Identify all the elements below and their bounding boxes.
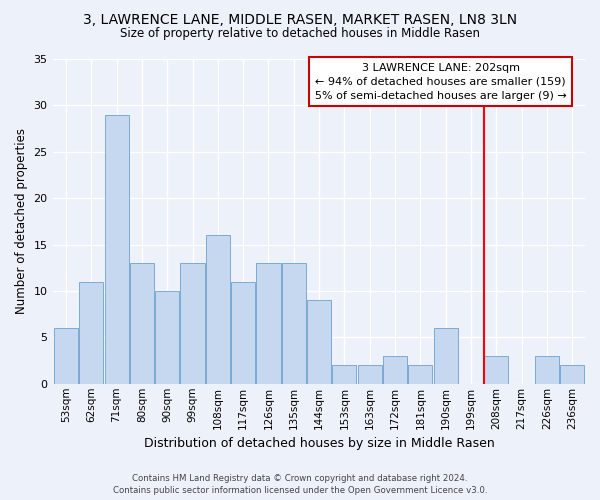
Y-axis label: Number of detached properties: Number of detached properties (15, 128, 28, 314)
Bar (130, 263, 154, 384)
Bar (231, 282, 255, 384)
Bar (206, 236, 230, 384)
Bar (434, 328, 458, 384)
Text: Contains HM Land Registry data © Crown copyright and database right 2024.
Contai: Contains HM Land Registry data © Crown c… (113, 474, 487, 495)
Bar (484, 356, 508, 384)
Text: 3, LAWRENCE LANE, MIDDLE RASEN, MARKET RASEN, LN8 3LN: 3, LAWRENCE LANE, MIDDLE RASEN, MARKET R… (83, 12, 517, 26)
Bar (104, 114, 128, 384)
Bar (181, 263, 205, 384)
Bar (560, 365, 584, 384)
Bar (307, 300, 331, 384)
Text: Size of property relative to detached houses in Middle Rasen: Size of property relative to detached ho… (120, 28, 480, 40)
Bar (256, 263, 281, 384)
Bar (332, 365, 356, 384)
Bar (54, 328, 78, 384)
Bar (409, 365, 433, 384)
Bar (535, 356, 559, 384)
Bar (358, 365, 382, 384)
X-axis label: Distribution of detached houses by size in Middle Rasen: Distribution of detached houses by size … (144, 437, 494, 450)
Bar (282, 263, 306, 384)
Bar (383, 356, 407, 384)
Bar (79, 282, 103, 384)
Bar (155, 291, 179, 384)
Text: 3 LAWRENCE LANE: 202sqm
← 94% of detached houses are smaller (159)
5% of semi-de: 3 LAWRENCE LANE: 202sqm ← 94% of detache… (315, 62, 566, 100)
